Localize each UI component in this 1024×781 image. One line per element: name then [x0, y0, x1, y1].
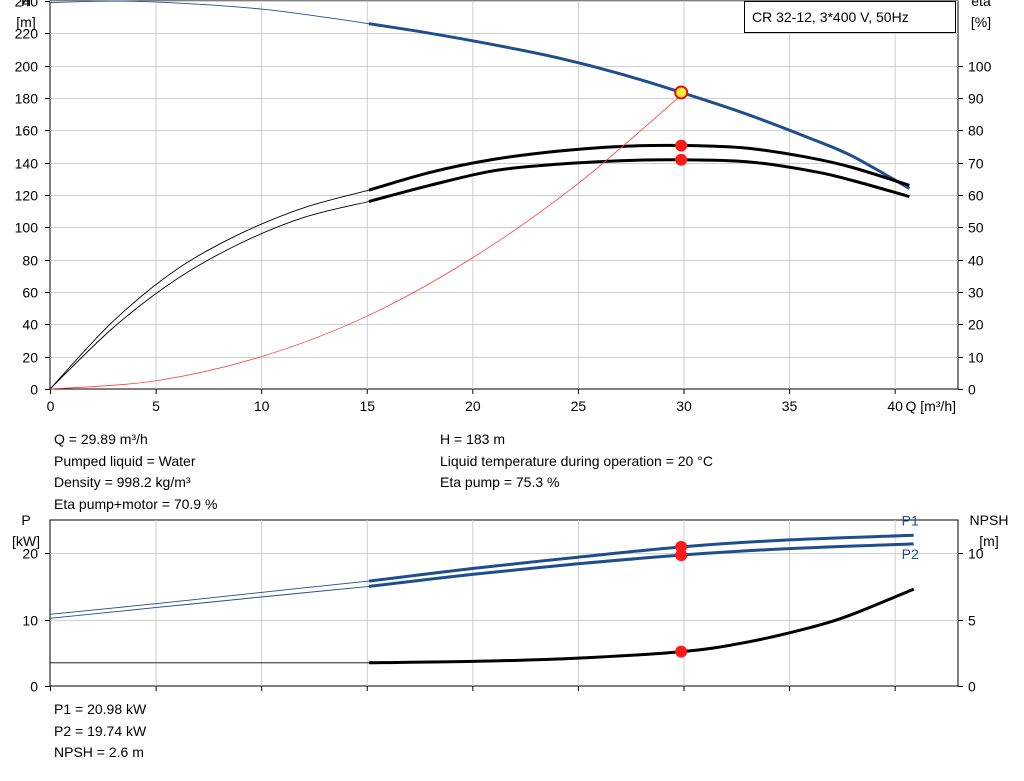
info-eta-pump-motor: Eta pump+motor = 70.9 %	[54, 495, 218, 512]
x-axis-label: Q [m³/h]	[905, 398, 956, 414]
info-block-top-left: Q = 29.89 m³/h Pumped liquid = Water Den…	[54, 429, 217, 515]
series-P1-line	[368, 533, 914, 583]
x-tick-label: 0	[47, 398, 55, 414]
series-eta_total-line	[368, 158, 910, 203]
operating-point-P2	[675, 549, 688, 562]
series-P2-line	[368, 542, 914, 588]
series-NPSH-line	[368, 587, 915, 665]
title-box	[744, 1, 956, 33]
y-right-tick-label: 10	[968, 546, 984, 562]
operating-point-eta_total	[675, 153, 688, 166]
y-left-tick-label: 40	[22, 317, 38, 333]
y-left-tick-label: 60	[22, 285, 38, 301]
info-npsh: NPSH = 2.6 m	[54, 744, 144, 760]
y-right-tick-label: 90	[968, 91, 984, 107]
y-right-tick-label: 0	[968, 679, 976, 695]
x-tick-label: 5	[152, 398, 160, 414]
y-left-tick-label: 120	[15, 188, 39, 204]
series-eta_total-thin	[49, 201, 370, 390]
y-left-tick-label: 20	[22, 350, 38, 366]
series-label-P2: P2	[902, 546, 919, 562]
y-left-axis-unit: [kW]	[12, 533, 40, 549]
y-right-tick-label: 0	[968, 382, 976, 398]
series-P2-thin	[49, 585, 369, 619]
head-efficiency-chart: 0 5 10 15 20 25 30 35 40020406080100120140160180…	[15, 0, 992, 414]
info-flow: Q = 29.89 m³/h	[54, 431, 148, 447]
x-tick-label: 40	[887, 398, 903, 414]
operating-point-NPSH	[675, 645, 688, 658]
y-left-tick-label: 0	[30, 679, 38, 695]
info-p1: P1 = 20.98 kW	[54, 701, 147, 717]
y-right-tick-label: 40	[968, 253, 984, 269]
y-left-tick-label: 140	[15, 156, 39, 172]
operating-point-eta_pump	[675, 139, 688, 152]
y-right-axis-label: eta	[971, 0, 991, 9]
y-left-tick-label: 80	[22, 253, 38, 269]
chart-title: CR 32-12, 3*400 V, 50Hz	[752, 9, 909, 25]
system-curve	[49, 92, 684, 390]
info-block-top-right: H = 183 m Liquid temperature during oper…	[440, 429, 713, 494]
y-left-tick-label: 180	[15, 91, 39, 107]
info-p2: P2 = 19.74 kW	[54, 722, 147, 739]
x-tick-label: 25	[571, 398, 587, 414]
x-tick-label: 15	[359, 398, 375, 414]
y-left-tick-label: 10	[22, 613, 38, 629]
series-P1-thin	[49, 580, 369, 615]
y-right-axis-label: NPSH	[970, 512, 1009, 528]
info-block-bottom: P1 = 20.98 kW P2 = 19.74 kW NPSH = 2.6 m	[54, 699, 146, 764]
y-right-tick-label: 80	[968, 123, 984, 139]
power-npsh-chart: 0 10 20 0 5 10 P [kW] NPSH [m] P1 P2	[12, 512, 1008, 695]
x-tick-label: 20	[465, 398, 481, 414]
y-left-tick-label: 100	[15, 220, 39, 236]
y-left-axis-label: H	[21, 0, 31, 9]
y-left-tick-label: 200	[15, 59, 39, 75]
y-left-axis-label: P	[21, 512, 30, 528]
series-eta_pump-thin	[49, 189, 370, 390]
info-pumped-liquid: Pumped liquid = Water	[54, 452, 196, 469]
y-right-axis-unit: [m]	[979, 533, 998, 549]
y-left-tick-label: 20	[22, 546, 38, 562]
y-right-axis-unit: [%]	[971, 14, 991, 30]
y-right-tick-label: 5	[968, 613, 976, 629]
info-eta-pump: Eta pump = 75.3 %	[440, 474, 560, 490]
series-H-line	[368, 22, 911, 190]
info-liquid-temperature: Liquid temperature during operation = 20…	[440, 452, 713, 469]
x-tick-label: 35	[782, 398, 798, 414]
info-head: H = 183 m	[440, 431, 505, 447]
y-right-tick-label: 60	[968, 188, 984, 204]
y-left-tick-label: 220	[15, 26, 39, 42]
y-left-tick-label: 0	[30, 382, 38, 398]
operating-point-head	[674, 85, 689, 100]
series-label-P1: P1	[902, 512, 919, 528]
series-H-thin	[49, 0, 369, 25]
y-right-tick-label: 70	[968, 156, 984, 172]
x-tick-label: 10	[254, 398, 270, 414]
y-right-tick-label: 10	[968, 350, 984, 366]
info-density: Density = 998.2 kg/m³	[54, 474, 191, 490]
y-left-tick-label: 240	[15, 0, 39, 10]
y-left-tick-label: 160	[15, 123, 39, 139]
y-right-tick-label: 30	[968, 285, 984, 301]
y-left-axis-unit: [m]	[16, 14, 35, 30]
y-right-tick-label: 20	[968, 317, 984, 333]
y-right-tick-label: 100	[968, 59, 992, 75]
y-right-tick-label: 50	[968, 220, 984, 236]
series-eta_pump-line	[368, 143, 910, 192]
x-tick-label: 30	[676, 398, 692, 414]
